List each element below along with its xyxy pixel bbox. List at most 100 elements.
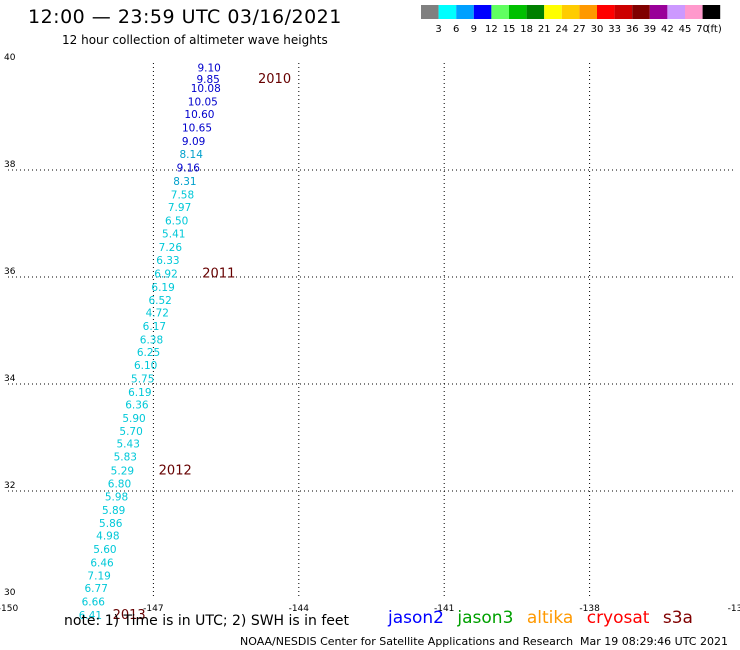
scale-tick-label: 30 xyxy=(591,24,604,35)
wave-height-label: 10.65 xyxy=(182,122,212,134)
scale-swatch xyxy=(614,5,633,19)
wave-height-label: 6.92 xyxy=(154,269,177,281)
scale-swatch xyxy=(667,5,685,19)
scale-tick-label: 12 xyxy=(485,24,498,35)
x-tick-label: -141 xyxy=(434,604,454,614)
scale-unit-label: (ft) xyxy=(707,24,722,35)
wave-height-label: 6.52 xyxy=(148,295,171,307)
legend-altika: altika xyxy=(526,608,574,628)
scale-swatch xyxy=(421,5,439,19)
time-label: 2013 xyxy=(113,608,146,623)
scale-swatch xyxy=(632,5,650,19)
scale-swatch xyxy=(509,5,527,19)
wave-height-label: 6.19 xyxy=(151,282,174,294)
wave-height-label: 5.86 xyxy=(99,518,123,530)
wave-height-label: 7.26 xyxy=(159,242,183,254)
legend-jason2: jason2 xyxy=(388,608,444,628)
scale-swatch xyxy=(526,5,545,19)
wave-height-label: 10.05 xyxy=(188,96,218,108)
wave-height-label: 5.70 xyxy=(119,426,142,438)
y-tick-label: 40 xyxy=(4,53,16,63)
legend-cryosat: cryosat xyxy=(586,608,650,628)
credit-line: NOAA/NESDIS Center for Satellite Applica… xyxy=(240,635,574,648)
scale-tick-label: 33 xyxy=(608,24,621,35)
scale-swatch xyxy=(597,5,615,19)
legend-jason3: jason3 xyxy=(457,608,514,628)
scale-swatch xyxy=(579,5,597,19)
wave-height-label: 6.36 xyxy=(125,400,149,412)
generation-timestamp: Mar 19 08:29:46 UTC 2021 xyxy=(580,635,728,648)
x-tick-label: -13 xyxy=(728,604,740,614)
wave-height-label: 5.75 xyxy=(131,373,154,385)
scale-tick-label: 70 xyxy=(696,24,709,35)
x-tick-label: -138 xyxy=(579,604,600,614)
wave-height-label: 4.98 xyxy=(96,531,119,543)
scale-swatch xyxy=(702,5,721,19)
scale-swatch xyxy=(473,5,492,19)
scale-tick-label: 45 xyxy=(679,24,692,35)
wave-height-label: 7.58 xyxy=(171,189,194,201)
y-tick-label: 34 xyxy=(4,374,16,384)
y-tick-label: 36 xyxy=(4,267,16,277)
wave-height-label: 9.16 xyxy=(177,163,201,175)
wave-height-label: 4.72 xyxy=(146,308,169,320)
wave-height-label: 6.77 xyxy=(85,583,108,595)
wave-height-label: 5.98 xyxy=(105,492,128,504)
wave-height-label: 10.60 xyxy=(184,109,214,121)
wave-height-label: 9.09 xyxy=(182,136,205,148)
wave-height-label: 5.83 xyxy=(114,452,137,464)
scale-swatch xyxy=(544,5,562,19)
wave-height-label: 8.14 xyxy=(180,149,204,161)
scale-tick-label: 27 xyxy=(573,24,586,35)
wave-height-label: 5.43 xyxy=(117,439,140,451)
scale-tick-label: 3 xyxy=(435,24,441,35)
wave-height-label: 8.31 xyxy=(173,176,196,188)
time-label: 2010 xyxy=(258,72,291,87)
wave-height-label: 6.25 xyxy=(137,347,160,359)
scale-tick-label: 18 xyxy=(520,24,533,35)
time-label: 2012 xyxy=(159,463,192,478)
scale-swatch xyxy=(456,5,474,19)
y-tick-label: 30 xyxy=(4,588,16,598)
wave-height-label: 9.85 xyxy=(196,74,219,86)
wave-height-label: 9.10 xyxy=(197,63,220,75)
units-note: note: 1) Time is in UTC; 2) SWH is in fe… xyxy=(64,613,350,629)
x-tick-label: -147 xyxy=(143,604,163,614)
scale-tick-label: 36 xyxy=(626,24,639,35)
scale-swatch xyxy=(561,5,580,19)
wave-height-label: 6.50 xyxy=(165,216,188,228)
wave-height-label: 5.41 xyxy=(162,228,185,240)
scale-swatch xyxy=(438,5,457,19)
scale-swatch xyxy=(685,5,703,19)
wave-height-label: 7.97 xyxy=(168,202,191,214)
wave-height-label: 5.89 xyxy=(102,505,125,517)
x-tick-label: -144 xyxy=(289,604,310,614)
scale-tick-label: 24 xyxy=(555,24,568,35)
scale-tick-label: 39 xyxy=(643,24,656,35)
wave-height-label: 6.19 xyxy=(128,387,151,399)
wave-height-label: 10.08 xyxy=(191,83,221,95)
x-tick-label: -150 xyxy=(0,604,18,614)
scale-tick-label: 9 xyxy=(471,24,477,35)
wave-height-label: 6.17 xyxy=(143,321,166,333)
wave-height-label: 6.10 xyxy=(134,360,157,372)
wave-height-label: 5.29 xyxy=(111,465,134,477)
legend-s3a: s3a xyxy=(662,608,693,628)
scale-tick-label: 15 xyxy=(503,24,516,35)
scale-swatch xyxy=(649,5,668,19)
chart-title: 12:00 — 23:59 UTC 03/16/2021 xyxy=(28,6,342,28)
wave-height-label: 5.60 xyxy=(93,544,116,556)
wave-height-label: 6.46 xyxy=(90,557,114,569)
wave-height-label: 6.38 xyxy=(140,334,163,346)
scale-tick-label: 21 xyxy=(538,24,551,35)
wave-height-label: 5.90 xyxy=(122,413,145,425)
wave-height-color-scale: 3 6 9 12 15 18 21 24 27 30 33 36 39 42 45 70(ft) xyxy=(421,5,722,35)
time-label: 2011 xyxy=(202,267,235,282)
satellite-legend: jason2 jason3 altika cryosat s3a xyxy=(388,608,701,628)
y-tick-label: 32 xyxy=(4,481,15,491)
wave-height-label: 6.80 xyxy=(108,478,131,490)
chart-subtitle: 12 hour collection of altimeter wave hei… xyxy=(62,33,328,47)
scale-swatch xyxy=(491,5,509,19)
wave-height-label: 6.66 xyxy=(82,596,106,608)
